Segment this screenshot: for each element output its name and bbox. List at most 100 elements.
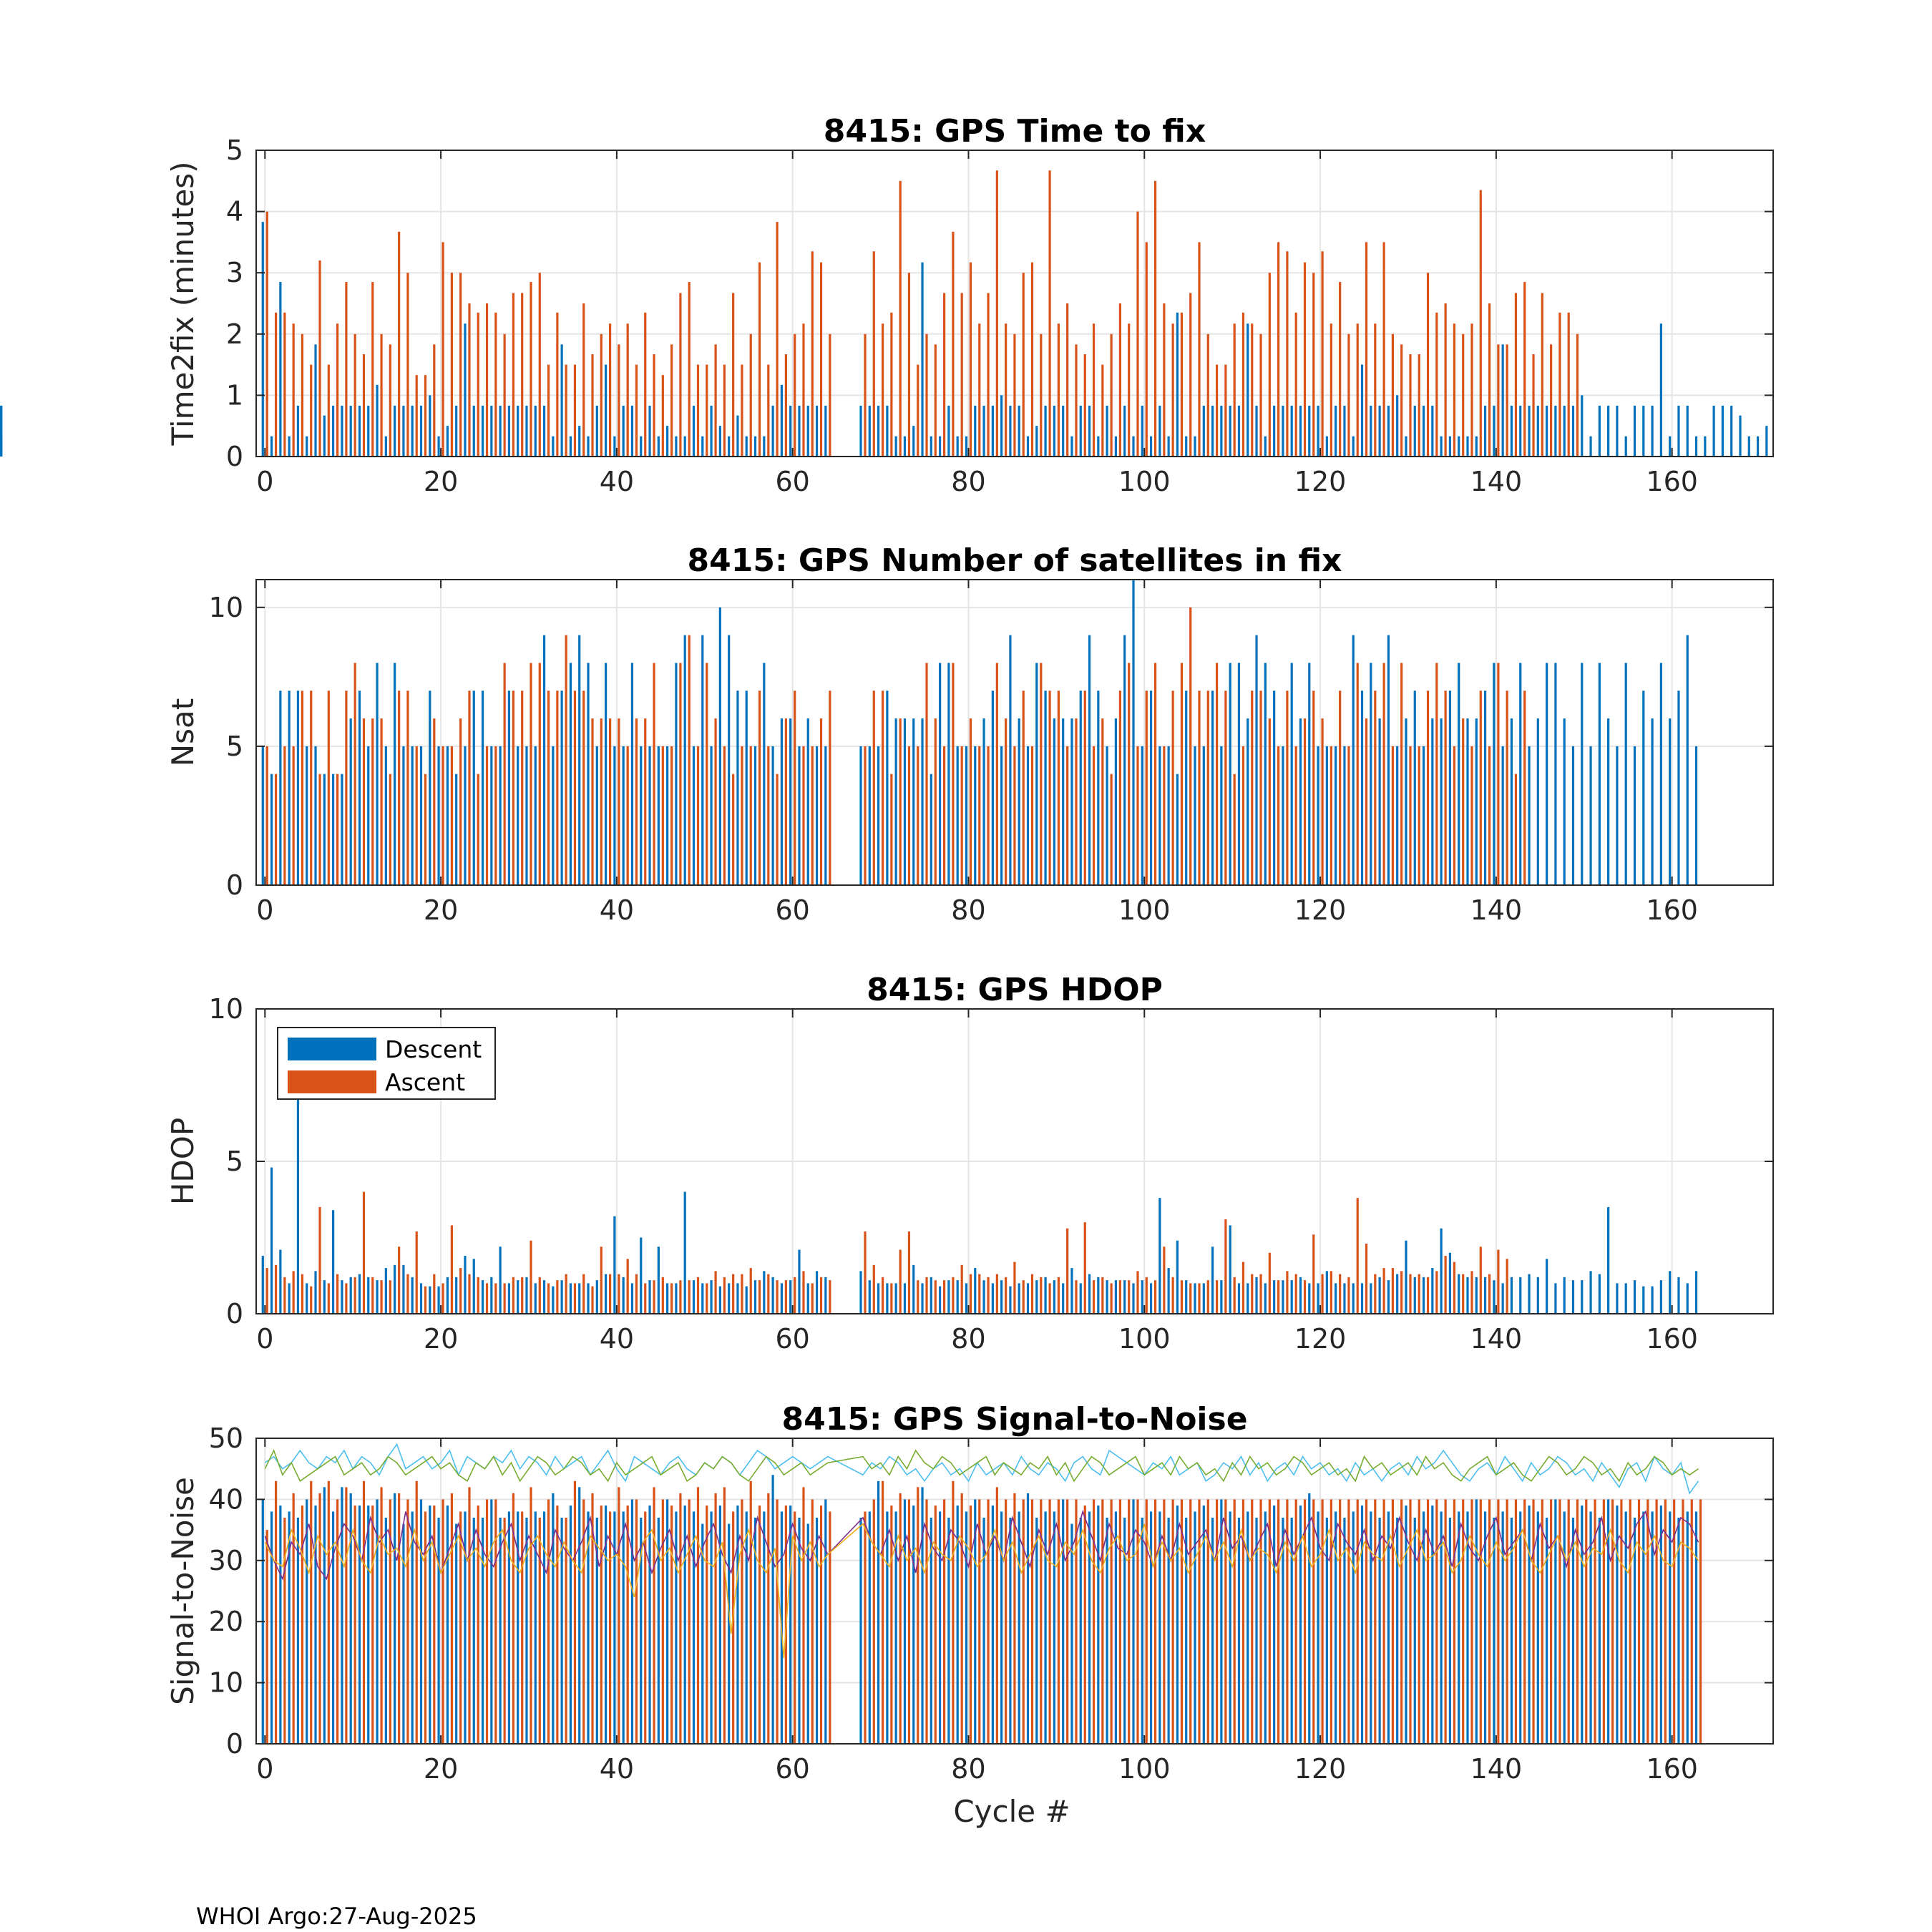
- ascent-bar: [670, 1505, 673, 1744]
- descent-bar: [604, 663, 608, 885]
- descent-bar: [1246, 1283, 1249, 1314]
- ascent-bar: [1523, 282, 1526, 457]
- ascent-bar: [872, 1499, 875, 1744]
- ascent-bar: [1330, 1499, 1332, 1744]
- ascent-bar: [679, 663, 682, 885]
- ascent-bar: [1189, 607, 1192, 885]
- descent-bar: [1106, 1280, 1108, 1314]
- descent-bar: [1211, 1246, 1214, 1314]
- ascent-bar: [1409, 354, 1412, 457]
- descent-bar: [587, 1283, 590, 1314]
- ascent-bar: [573, 1283, 577, 1314]
- descent-bar: [1616, 405, 1619, 457]
- descent-bar: [903, 718, 907, 885]
- ascent-bar: [1400, 663, 1403, 885]
- descent-bar: [965, 436, 968, 457]
- ascent-bar: [1022, 1280, 1025, 1314]
- descent-bar: [1581, 663, 1584, 885]
- descent-bar: [411, 1511, 414, 1744]
- descent-bar: [1185, 1518, 1188, 1744]
- ascent-bar: [1206, 691, 1209, 885]
- ascent-bar: [1145, 242, 1148, 457]
- ascent-bar: [538, 1518, 541, 1744]
- ascent-bar: [608, 718, 612, 885]
- descent-bar: [1114, 1280, 1118, 1314]
- descent-bar: [1325, 746, 1328, 885]
- ascent-bar: [1171, 323, 1174, 457]
- descent-bar: [323, 415, 326, 457]
- descent-bar: [736, 1283, 739, 1314]
- descent-bar: [1581, 1505, 1584, 1744]
- ascent-bar: [917, 746, 919, 885]
- ascent-bar: [591, 1493, 594, 1744]
- descent-bar: [314, 344, 317, 457]
- ascent-bar: [714, 718, 717, 885]
- ascent-bar: [1215, 364, 1219, 457]
- ascent-bar: [1118, 303, 1122, 457]
- ascent-bar: [723, 364, 726, 457]
- ascent-bar: [1268, 718, 1271, 885]
- descent-bar: [560, 1518, 563, 1744]
- descent-bar: [1765, 426, 1768, 457]
- ascent-bar: [1040, 333, 1043, 457]
- descent-bar: [718, 1505, 721, 1744]
- descent-bar: [753, 436, 757, 457]
- ascent-bar: [582, 1274, 585, 1314]
- descent-bar: [1018, 1283, 1020, 1314]
- x-tick-label: 80: [951, 1753, 985, 1785]
- descent-bar: [464, 746, 467, 885]
- descent-bar: [666, 1283, 669, 1314]
- descent-bar: [525, 746, 528, 885]
- ascent-bar: [336, 1274, 339, 1314]
- ascent-bar: [1048, 1499, 1051, 1744]
- ascent-bar: [582, 303, 585, 457]
- ascent-bar: [433, 718, 436, 885]
- descent-bar: [349, 1277, 352, 1314]
- descent-bar: [974, 1268, 977, 1314]
- ascent-bar: [1303, 1280, 1307, 1314]
- ascent-bar: [1374, 1499, 1377, 1744]
- ascent-bar: [503, 333, 506, 457]
- ascent-bar: [424, 1511, 427, 1744]
- ascent-bar: [1418, 1499, 1420, 1744]
- ascent-bar: [635, 364, 638, 457]
- descent-bar: [1483, 691, 1487, 885]
- descent-bar: [1624, 663, 1627, 885]
- ascent-bar: [1602, 1499, 1605, 1744]
- x-tick-label: 140: [1470, 1753, 1523, 1785]
- ascent-bar: [1365, 242, 1368, 457]
- descent-bar: [974, 1499, 977, 1744]
- descent-bar: [912, 1264, 915, 1314]
- descent-bar: [771, 1475, 774, 1744]
- descent-bar: [437, 1518, 440, 1744]
- x-tick-label: 60: [776, 894, 810, 926]
- ascent-bar: [556, 691, 559, 885]
- x-tick-label: 20: [424, 894, 458, 926]
- ascent-bar: [776, 222, 779, 457]
- descent-bar: [1458, 663, 1460, 885]
- ascent-bar: [670, 344, 673, 457]
- ascent-bar: [1400, 1499, 1403, 1744]
- ascent-bar: [899, 1249, 902, 1314]
- x-tick-label: 0: [256, 466, 273, 497]
- descent-bar: [1519, 405, 1522, 457]
- ascent-bar: [371, 1505, 374, 1744]
- ascent-bar: [521, 691, 524, 885]
- chart-title: 8415: GPS Number of satellites in fix: [688, 542, 1342, 579]
- descent-bar: [279, 1249, 282, 1314]
- ascent-bar: [1418, 746, 1420, 885]
- descent-bar: [1352, 1511, 1355, 1744]
- ascent-bar: [1330, 746, 1332, 885]
- descent-bar: [595, 405, 598, 457]
- ascent-bar: [1479, 190, 1482, 457]
- ascent-bar: [1506, 1259, 1508, 1314]
- ascent-bar: [1435, 1499, 1438, 1744]
- descent-bar: [868, 1280, 871, 1314]
- ascent-bar: [1303, 262, 1307, 457]
- descent-bar: [806, 405, 809, 457]
- x-tick-label: 120: [1294, 1753, 1347, 1785]
- descent-bar: [367, 746, 370, 885]
- axes-box: [255, 150, 1774, 457]
- ascent-bar: [1488, 1499, 1491, 1744]
